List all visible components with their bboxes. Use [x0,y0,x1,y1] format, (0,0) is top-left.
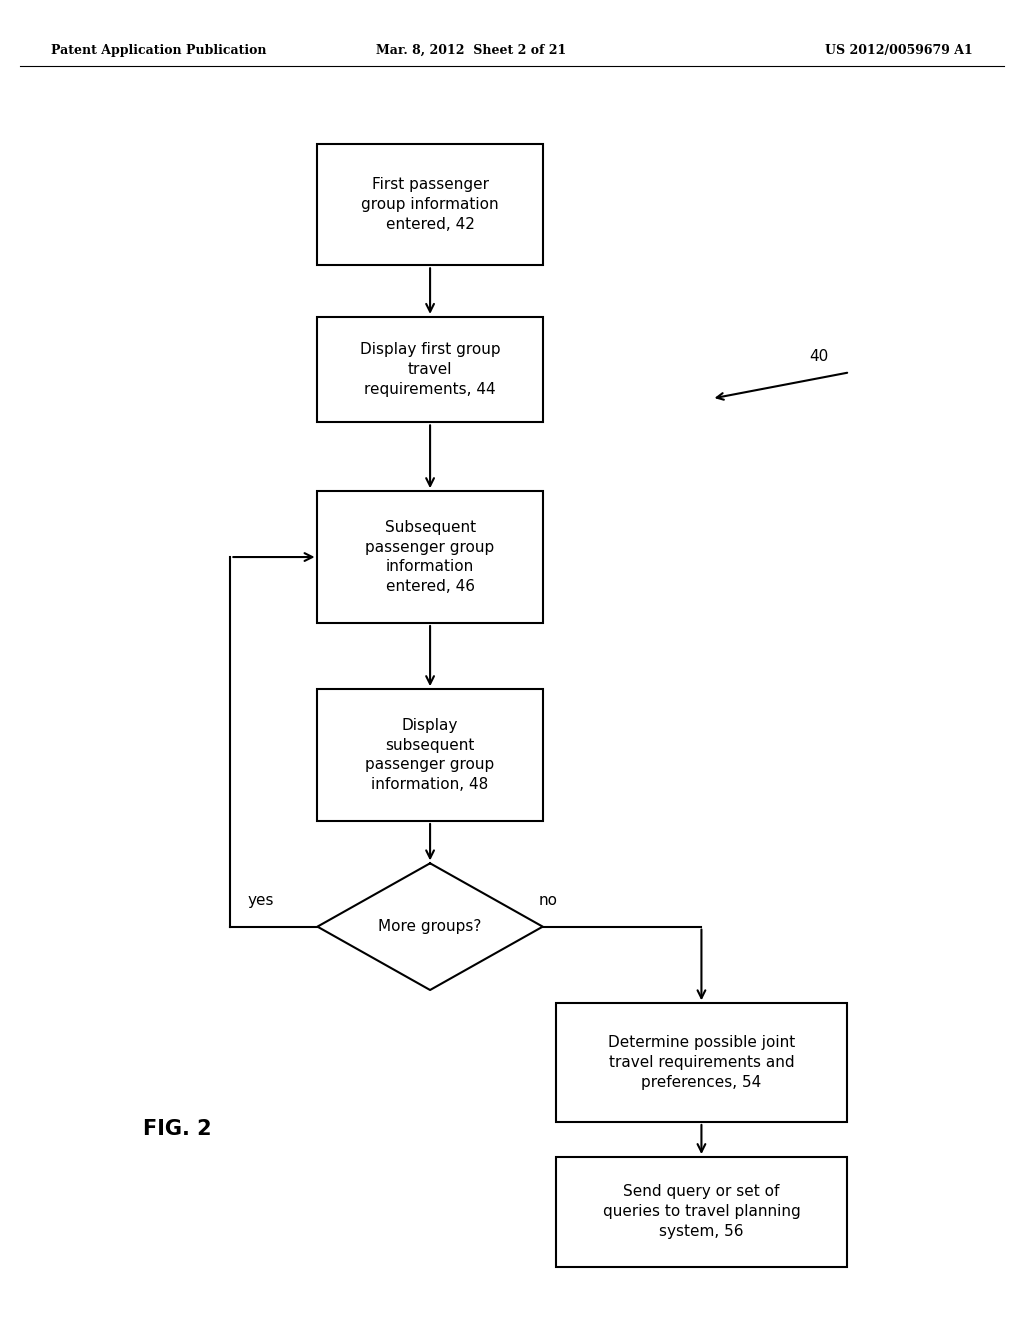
Text: yes: yes [248,894,274,908]
Text: Display first group
travel
requirements, 44: Display first group travel requirements,… [359,342,501,397]
FancyBboxPatch shape [317,491,543,623]
Text: Patent Application Publication: Patent Application Publication [51,44,266,57]
FancyBboxPatch shape [317,144,543,265]
FancyBboxPatch shape [317,317,543,422]
FancyBboxPatch shape [317,689,543,821]
Text: Display
subsequent
passenger group
information, 48: Display subsequent passenger group infor… [366,718,495,792]
FancyBboxPatch shape [556,1003,848,1122]
Text: US 2012/0059679 A1: US 2012/0059679 A1 [825,44,973,57]
Text: More groups?: More groups? [379,919,481,935]
Text: Send query or set of
queries to travel planning
system, 56: Send query or set of queries to travel p… [602,1184,801,1239]
FancyBboxPatch shape [556,1156,848,1267]
Text: 40: 40 [809,348,828,364]
Text: no: no [539,894,557,908]
Text: First passenger
group information
entered, 42: First passenger group information entere… [361,177,499,232]
Text: FIG. 2: FIG. 2 [143,1118,212,1139]
Text: Determine possible joint
travel requirements and
preferences, 54: Determine possible joint travel requirem… [608,1035,795,1090]
Text: Subsequent
passenger group
information
entered, 46: Subsequent passenger group information e… [366,520,495,594]
Text: Mar. 8, 2012  Sheet 2 of 21: Mar. 8, 2012 Sheet 2 of 21 [376,44,566,57]
